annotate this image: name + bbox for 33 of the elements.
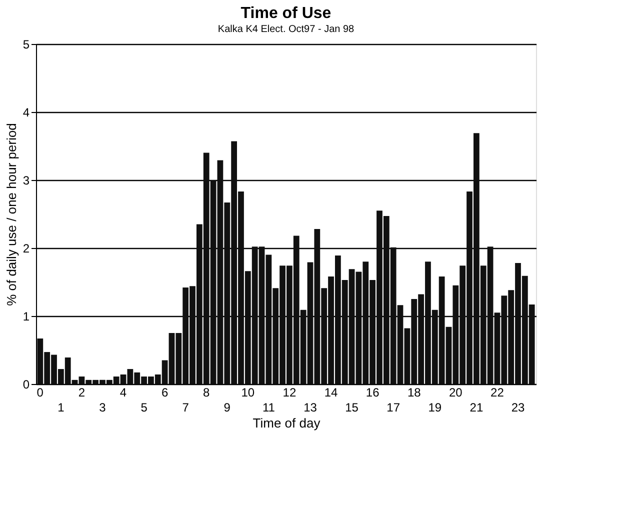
x-tick-label: 4	[120, 386, 127, 400]
x-tick-label: 11	[262, 400, 276, 414]
x-tick-label: 6	[161, 386, 168, 400]
x-tick-label: 1	[58, 400, 65, 414]
x-tick-label: 22	[490, 386, 504, 400]
x-tick-label: 10	[241, 386, 255, 400]
x-tick-label: 19	[428, 400, 442, 414]
y-tick-label: 2	[22, 242, 30, 256]
x-tick-label: 8	[203, 386, 210, 400]
chart-subtitle: Kalka K4 Elect. Oct97 - Jan 98	[218, 24, 355, 35]
x-axis-title: Time of day	[252, 416, 321, 430]
x-tick-label: 21	[470, 400, 484, 414]
y-tick-label: 4	[22, 106, 30, 120]
x-tick-label: 0	[36, 386, 44, 400]
x-tick-label: 12	[282, 386, 296, 400]
x-tick-label: 13	[304, 400, 318, 414]
y-axis-title: % of daily use / one hour period	[4, 123, 19, 306]
x-tick-label: 18	[407, 386, 422, 400]
x-tick-label: 17	[386, 400, 400, 414]
x-tick-label: 16	[366, 386, 380, 400]
x-tick-label: 15	[345, 400, 359, 414]
x-tick-label: 9	[224, 400, 231, 414]
x-tick-label: 23	[511, 400, 525, 414]
x-tick-label: 3	[99, 400, 106, 414]
x-tick-label: 7	[182, 400, 190, 414]
x-tick-label: 14	[324, 386, 338, 400]
x-tick-label: 5	[140, 400, 148, 414]
chart-title: Time of Use	[240, 5, 332, 22]
y-tick-label: 3	[22, 174, 30, 188]
y-tick-label: 5	[22, 38, 30, 52]
x-tick-label: 2	[78, 386, 86, 400]
x-tick-label: 20	[448, 386, 463, 400]
y-tick-label: 1	[22, 310, 30, 324]
